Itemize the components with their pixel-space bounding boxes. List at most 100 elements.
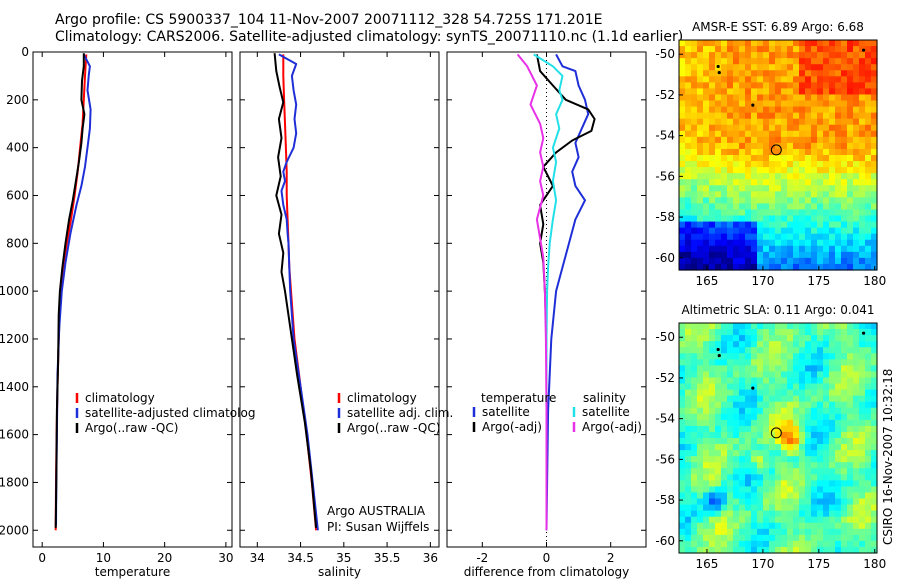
sla-map-cell — [709, 534, 716, 542]
sla-map-cell — [757, 474, 764, 481]
sla-map-cell — [679, 419, 686, 427]
sst-map-cell — [685, 155, 692, 162]
sla-map-cell — [763, 540, 770, 548]
sst-map-cell — [805, 173, 812, 180]
sla-map-cell — [871, 323, 878, 330]
sst-map-cell — [865, 76, 872, 83]
sst-map-cell — [817, 106, 824, 114]
sst-map-cell — [697, 185, 704, 192]
sla-map-cell — [739, 510, 746, 518]
sla-map-cell — [745, 474, 752, 481]
sla-map-cell — [805, 498, 812, 506]
sla-map-cell — [745, 528, 752, 536]
sst-map-cell — [769, 203, 776, 211]
figure-title-line1: Argo profile: CS 5900337_104 11-Nov-2007… — [55, 12, 603, 28]
sst-map-cell — [727, 106, 734, 114]
sla-map-cell — [847, 353, 854, 360]
sla-map-cell — [817, 401, 824, 409]
sla-map-cell — [727, 335, 734, 342]
sla-map-cell — [751, 498, 758, 506]
sla-map-cell — [865, 468, 872, 475]
sla-map-cell — [871, 492, 878, 500]
sla-map-cell — [679, 474, 686, 481]
sst-map-cell — [775, 112, 782, 120]
sst-map-cell — [871, 124, 878, 132]
sst-map-cell — [811, 82, 818, 90]
sst-map-cell — [793, 263, 800, 271]
sla-map-cell — [733, 401, 740, 409]
sla-map-cell — [715, 444, 722, 451]
sst-map-cell — [703, 209, 710, 217]
sla-map-cell — [775, 480, 782, 488]
sst-map-cell — [751, 173, 758, 180]
sla-map-cell — [829, 425, 836, 433]
sla-map-cell — [745, 510, 752, 518]
sst-map-cell — [709, 106, 716, 114]
sst-map-cell — [847, 233, 854, 241]
sla-map-cell — [739, 389, 746, 397]
sst-map-cell — [745, 221, 752, 229]
sla-map-cell — [823, 444, 830, 451]
sst-map-cell — [769, 118, 776, 126]
sst-map-cell — [775, 88, 782, 96]
sla-map-cell — [811, 444, 818, 451]
sla-map-cell — [697, 389, 704, 397]
sla-map-cell — [685, 540, 692, 548]
sst-map-cell — [751, 40, 758, 47]
sla-map-cell — [769, 522, 776, 530]
sla-map-cell — [775, 395, 782, 403]
sst-map-cell — [853, 173, 860, 180]
sst-map-cell — [853, 142, 860, 150]
sla-map-cell — [769, 359, 776, 366]
sst-map-cell — [871, 215, 878, 223]
sla-map-ytick-label: -50 — [655, 330, 675, 344]
sst-map-cell — [745, 88, 752, 96]
sst-map-cell — [751, 46, 758, 53]
sla-map-cell — [709, 528, 716, 536]
sst-map-cell — [697, 263, 704, 271]
sla-map-cell — [817, 431, 824, 439]
sla-map-cell — [763, 383, 770, 391]
sst-map-cell — [865, 70, 872, 77]
sst-map-cell — [865, 167, 872, 174]
sst-map-cell — [817, 233, 824, 241]
sla-map-cell — [841, 474, 848, 481]
sla-map-cell — [685, 510, 692, 518]
sla-map-cell — [745, 389, 752, 397]
sst-map-cells — [679, 40, 878, 271]
sla-map-cell — [829, 474, 836, 481]
sla-map-cell — [793, 383, 800, 391]
sst-map-cell — [775, 215, 782, 223]
sla-map-cell — [805, 323, 812, 330]
sst-map-cell — [799, 94, 806, 102]
sst-map-cell — [781, 233, 788, 241]
sla-map-cell — [721, 462, 728, 469]
sla-map-cell — [697, 510, 704, 518]
sla-map-cell — [829, 516, 836, 524]
sla-map-cell — [703, 462, 710, 469]
sla-map-cell — [769, 486, 776, 494]
sst-map-cell — [709, 191, 716, 198]
sla-map-cell — [865, 323, 872, 330]
sla-map-cell — [739, 516, 746, 524]
sla-map-cell — [703, 425, 710, 433]
sst-map-cell — [745, 106, 752, 114]
sst-map-cell — [781, 161, 788, 168]
sla-map-cell — [787, 504, 794, 512]
sst-map-cell — [787, 221, 794, 229]
sst-map-cell — [829, 197, 836, 205]
sla-map-cell — [715, 462, 722, 469]
sst-map-cell — [865, 209, 872, 217]
sla-map-cell — [697, 413, 704, 421]
sst-map-cell — [745, 239, 752, 247]
sst-map-cell — [685, 161, 692, 168]
sla-map-cell — [805, 335, 812, 342]
sla-map-cell — [685, 492, 692, 500]
sla-map-cell — [763, 407, 770, 415]
sla-map-cell — [745, 462, 752, 469]
sst-map-cell — [853, 233, 860, 241]
sst-map-cell — [859, 221, 866, 229]
sst-map-cell — [751, 130, 758, 138]
sst-map-cell — [745, 233, 752, 241]
sla-map-cell — [865, 395, 872, 403]
